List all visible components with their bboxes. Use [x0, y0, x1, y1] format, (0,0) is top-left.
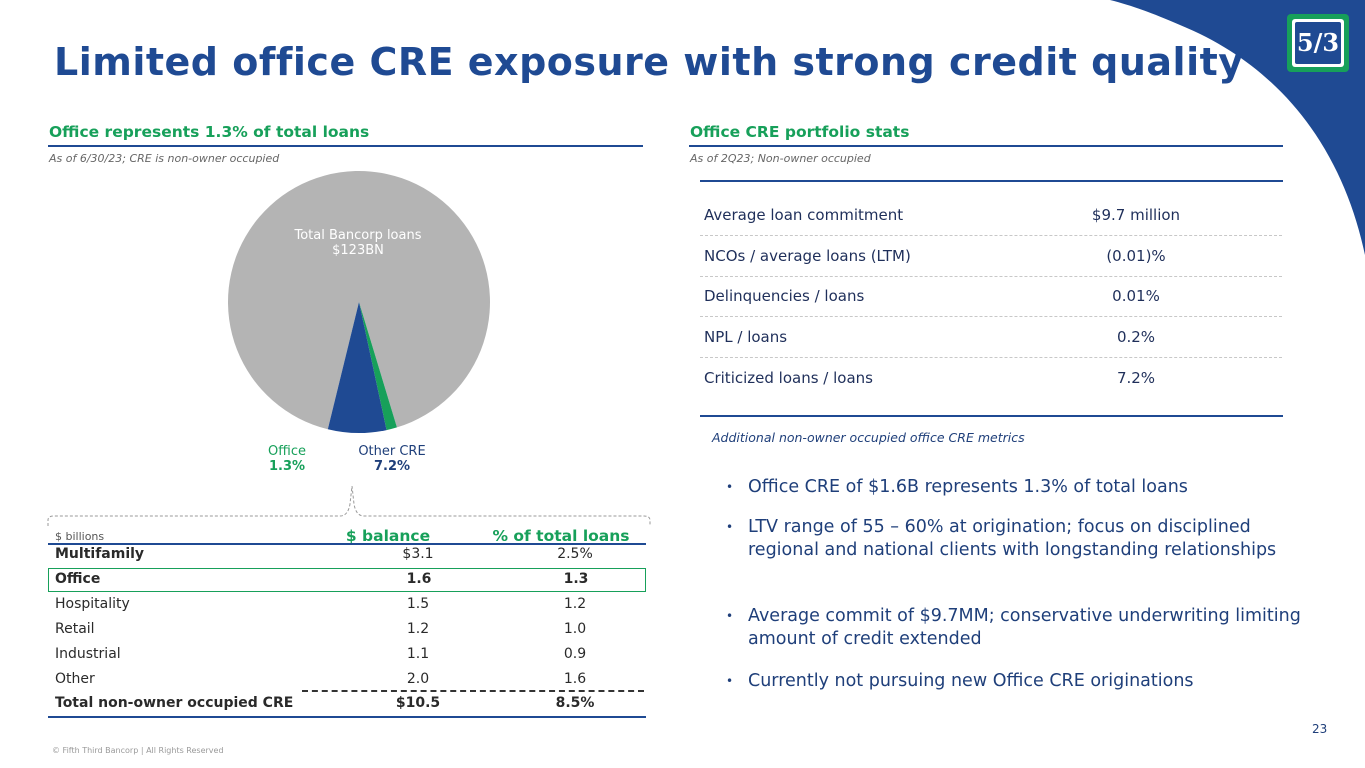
pie-center-label: Total Bancorp loans $123BN — [258, 228, 458, 258]
row-balance: 1.6 — [406, 571, 432, 587]
stat-label: Criticized loans / loans — [704, 369, 873, 387]
pie-slice-total-bancorp-loans — [228, 171, 491, 430]
stat-label: Average loan commitment — [704, 206, 904, 224]
left-rule — [48, 145, 643, 147]
page-number: 23 — [1312, 722, 1328, 736]
table-row: Hospitality 1.5 1.2 — [48, 593, 646, 618]
row-balance: $3.1 — [402, 546, 434, 562]
row-name: Multifamily — [55, 546, 145, 562]
bullet-dot-icon: • — [726, 609, 734, 623]
bullet-dot-icon: • — [726, 480, 734, 494]
row-name: Retail — [55, 621, 95, 637]
stat-label: NPL / loans — [704, 328, 788, 346]
total-name: Total non-owner occupied CRE — [55, 695, 294, 711]
office-label: Office — [268, 444, 306, 459]
total-balance: $10.5 — [395, 695, 441, 711]
stat-value: 0.01% — [1112, 287, 1160, 305]
stat-label: NCOs / average loans (LTM) — [704, 247, 911, 265]
page-title: Limited office CRE exposure with strong … — [54, 40, 1244, 84]
row-name: Other — [55, 671, 95, 687]
stats-row: Average loan commitment $9.7 million — [704, 196, 1216, 236]
row-name: Industrial — [55, 646, 121, 662]
row-balance: 1.2 — [406, 621, 430, 637]
pie-center-label-line1: Total Bancorp loans — [294, 228, 422, 243]
stats-top-rule — [700, 180, 1283, 182]
stat-value: 7.2% — [1116, 369, 1156, 387]
row-pct: 0.9 — [563, 646, 587, 662]
stats-divider — [700, 276, 1282, 277]
bullet-text: Currently not pursuing new Office CRE or… — [748, 671, 1194, 691]
row-name: Hospitality — [55, 596, 130, 612]
row-pct: 1.6 — [563, 671, 587, 687]
row-balance: 1.1 — [406, 646, 430, 662]
col-header-balance: $ balance — [345, 527, 431, 545]
row-balance: 2.0 — [406, 671, 430, 687]
stats-row: NCOs / average loans (LTM) (0.01)% — [704, 237, 1216, 277]
right-note: As of 2Q23; Non-owner occupied — [690, 152, 871, 165]
table-row: Multifamily $3.1 2.5% — [48, 543, 646, 568]
row-pct: 1.3 — [563, 571, 589, 587]
table-header-rule — [48, 543, 646, 545]
logo: 5/3 — [1287, 14, 1349, 72]
stats-row: Criticized loans / loans 7.2% — [704, 359, 1216, 399]
table-row: Other 2.0 1.6 — [48, 668, 646, 693]
bullet-text: Average commit of $9.7MM; conservative u… — [748, 606, 1301, 649]
stats-bottom-rule — [700, 415, 1283, 417]
pie-slice-other-cre — [327, 302, 387, 433]
right-rule — [689, 145, 1283, 147]
bullet-dot-icon: • — [726, 674, 734, 688]
stats-divider — [700, 235, 1282, 236]
stat-label: Delinquencies / loans — [704, 287, 865, 305]
col-header-pct: % of total loans — [492, 527, 630, 545]
bracket-connector — [47, 485, 651, 526]
stats-row: NPL / loans 0.2% — [704, 318, 1216, 358]
other-cre-label: Other CRE — [358, 444, 426, 459]
office-value: 1.3% — [268, 459, 306, 474]
right-heading: Office CRE portfolio stats — [690, 123, 910, 141]
stats-row: Delinquencies / loans 0.01% — [704, 277, 1216, 317]
left-note: As of 6/30/23; CRE is non-owner occupied — [49, 152, 280, 165]
total-pct: 8.5% — [555, 695, 595, 711]
row-pct: 1.2 — [563, 596, 587, 612]
row-balance: 1.5 — [406, 596, 430, 612]
table-total-row: Total non-owner occupied CRE $10.5 8.5% — [48, 692, 646, 717]
table-row: Industrial 1.1 0.9 — [48, 643, 646, 668]
additional-metrics-note: Additional non-owner occupied office CRE… — [712, 430, 1025, 445]
row-name: Office — [55, 571, 101, 587]
row-pct: 1.0 — [563, 621, 587, 637]
logo-text: 5/3 — [1296, 28, 1340, 57]
stats-divider — [700, 316, 1282, 317]
subtotal-dashed-rule — [302, 690, 644, 692]
pie-center-label-line2: $123BN — [332, 243, 384, 258]
stat-value: (0.01)% — [1106, 247, 1166, 265]
pie-slice-office — [359, 302, 397, 431]
table-unit-label: $ billions — [55, 530, 105, 543]
table-row: Retail 1.2 1.0 — [48, 618, 646, 643]
stat-value: $9.7 million — [1091, 206, 1181, 224]
bullet-dot-icon: • — [726, 520, 734, 534]
left-heading: Office represents 1.3% of total loans — [49, 123, 370, 141]
stats-divider — [700, 357, 1282, 358]
footer-copyright: © Fifth Third Bancorp | All Rights Reser… — [52, 746, 224, 755]
other-cre-value: 7.2% — [373, 459, 411, 474]
table-row-office-highlight: Office 1.6 1.3 — [48, 568, 646, 592]
bullet-text: Office CRE of $1.6B represents 1.3% of t… — [748, 477, 1188, 497]
office-slice-label: Office 1.3% — [250, 444, 324, 474]
stat-value: 0.2% — [1116, 328, 1156, 346]
other-cre-slice-label: Other CRE 7.2% — [347, 444, 437, 474]
pie-chart — [228, 171, 491, 433]
row-pct: 2.5% — [557, 546, 593, 562]
bullet-text: LTV range of 55 – 60% at origination; fo… — [748, 517, 1277, 560]
table-bottom-rule — [48, 716, 646, 718]
